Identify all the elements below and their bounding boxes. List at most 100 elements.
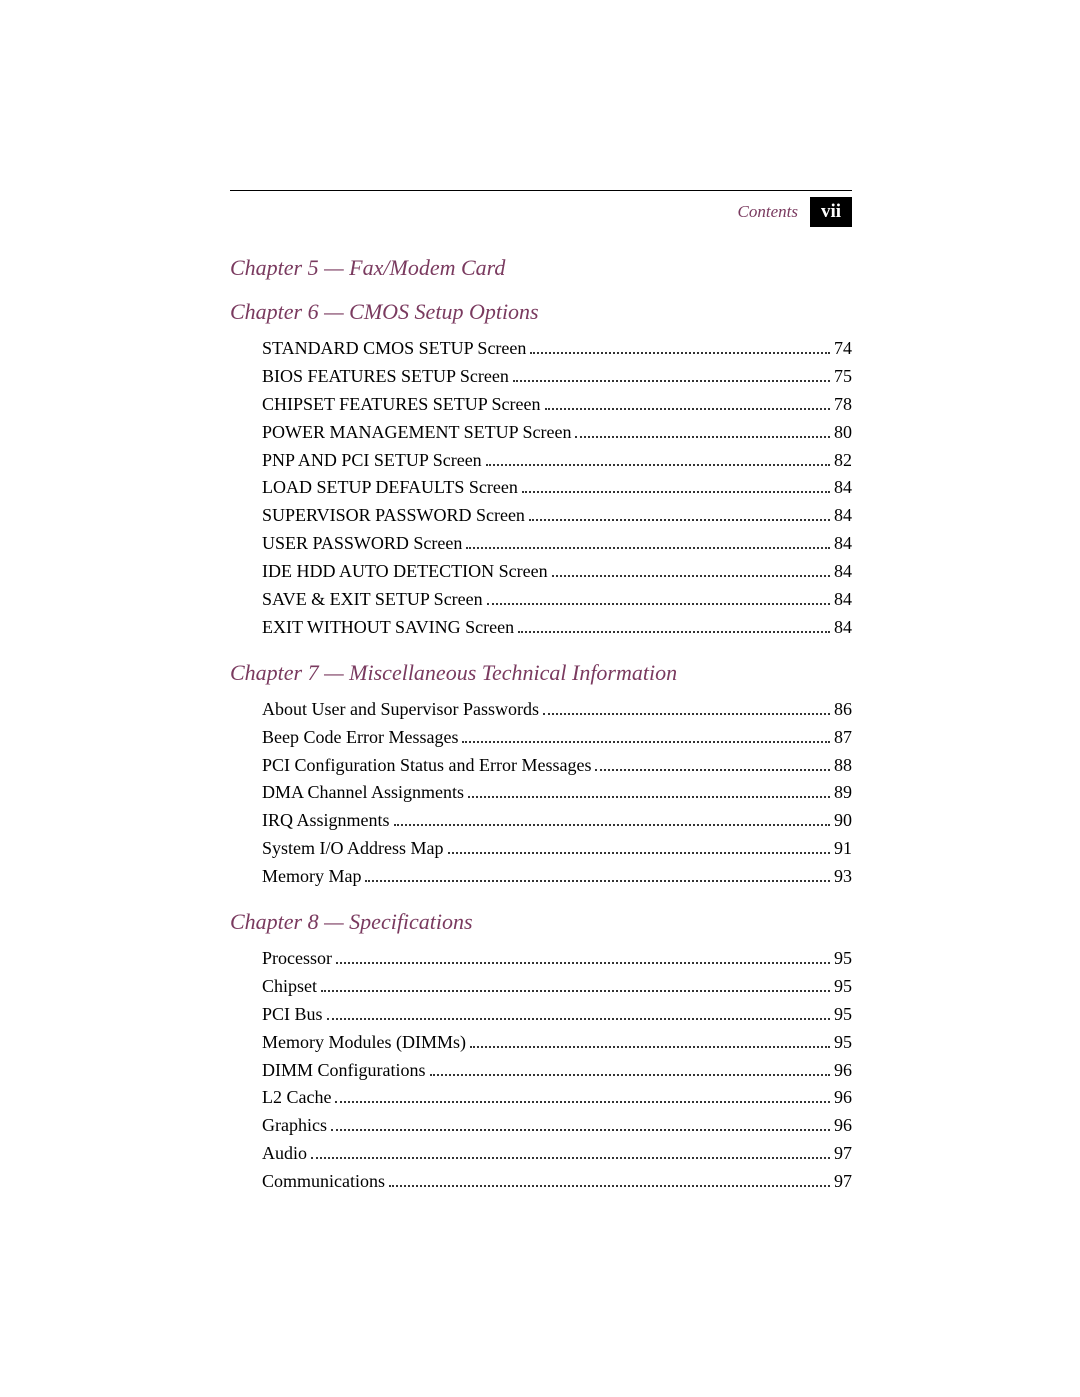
toc-entry-page: 95: [834, 973, 852, 1001]
contents-label: Contents: [738, 202, 798, 222]
toc-entry-label: Memory Modules (DIMMs): [262, 1029, 466, 1057]
toc-leader-dots: [466, 547, 830, 549]
toc-entry-page: 97: [834, 1168, 852, 1196]
page-number-badge: vii: [810, 197, 852, 227]
toc-leader-dots: [513, 380, 830, 382]
toc-entry: DMA Channel Assignments89: [262, 779, 852, 807]
toc-entry-label: About User and Supervisor Passwords: [262, 696, 539, 724]
toc-entry-label: Chipset: [262, 973, 317, 1001]
toc-entry-page: 91: [834, 835, 852, 863]
toc-leader-dots: [522, 491, 830, 493]
toc-entry: EXIT WITHOUT SAVING Screen84: [262, 614, 852, 642]
toc-entry-page: 95: [834, 945, 852, 973]
toc-entry: CHIPSET FEATURES SETUP Screen78: [262, 391, 852, 419]
toc-entry-label: PNP AND PCI SETUP Screen: [262, 447, 482, 475]
toc-entry: USER PASSWORD Screen 84: [262, 530, 852, 558]
toc-entry-label: Memory Map: [262, 863, 361, 891]
toc-entry: Memory Map 93: [262, 863, 852, 891]
toc-entry-page: 96: [834, 1057, 852, 1085]
chapter-title: Chapter 6 — CMOS Setup Options: [230, 299, 852, 325]
toc-entry-label: USER PASSWORD Screen: [262, 530, 462, 558]
toc-entry-label: SAVE & EXIT SETUP Screen: [262, 586, 483, 614]
toc-list: About User and Supervisor Passwords 86 Bee…: [230, 696, 852, 891]
toc-entry-label: LOAD SETUP DEFAULTS Screen: [262, 474, 518, 502]
toc-entry-label: Beep Code Error Messages: [262, 724, 458, 752]
toc-entry: Communications 97: [262, 1168, 852, 1196]
toc-entry-label: Communications: [262, 1168, 385, 1196]
toc-entry: LOAD SETUP DEFAULTS Screen 84: [262, 474, 852, 502]
toc-entry-label: DMA Channel Assignments: [262, 779, 464, 807]
toc-entry-page: 95: [834, 1029, 852, 1057]
toc-entry: Graphics96: [262, 1112, 852, 1140]
toc-entry-label: PCI Configuration Status and Error Messa…: [262, 752, 591, 780]
toc-leader-dots: [543, 713, 830, 715]
toc-entry-page: 84: [834, 530, 852, 558]
toc-entry: SUPERVISOR PASSWORD Screen 84: [262, 502, 852, 530]
toc-entry: PCI Bus95: [262, 1001, 852, 1029]
toc-entry: Chipset 95: [262, 973, 852, 1001]
header-rule: [230, 190, 852, 191]
toc-entry: IDE HDD AUTO DETECTION Screen 84: [262, 558, 852, 586]
toc-leader-dots: [448, 852, 831, 854]
toc-entry: Audio97: [262, 1140, 852, 1168]
toc-entry-label: STANDARD CMOS SETUP Screen: [262, 335, 526, 363]
toc-entry: STANDARD CMOS SETUP Screen 74: [262, 335, 852, 363]
toc-entry-label: IDE HDD AUTO DETECTION Screen: [262, 558, 548, 586]
toc-list: STANDARD CMOS SETUP Screen74BIOS FEATURE…: [230, 335, 852, 642]
toc-entry: SAVE & EXIT SETUP Screen 84: [262, 586, 852, 614]
toc-leader-dots: [430, 1074, 831, 1076]
toc-entry-label: L2 Cache: [262, 1084, 331, 1112]
chapter-title: Chapter 8 — Specifications: [230, 909, 852, 935]
toc-entry-page: 84: [834, 502, 852, 530]
toc-entry-label: DIMM Configurations: [262, 1057, 426, 1085]
toc-entry-page: 93: [834, 863, 852, 891]
toc-entry-page: 84: [834, 586, 852, 614]
toc-entry-label: CHIPSET FEATURES SETUP Screen: [262, 391, 541, 419]
toc-leader-dots: [321, 990, 830, 992]
toc-entry: BIOS FEATURES SETUP Screen 75: [262, 363, 852, 391]
toc-leader-dots: [462, 741, 830, 743]
page-content: Contents vii Chapter 5 — Fax/Modem CardC…: [230, 190, 852, 1196]
toc-entry-page: 84: [834, 558, 852, 586]
toc-body: Chapter 5 — Fax/Modem CardChapter 6 — CM…: [230, 255, 852, 1196]
toc-entry: About User and Supervisor Passwords 86: [262, 696, 852, 724]
toc-entry-page: 87: [834, 724, 852, 752]
toc-entry-label: Graphics: [262, 1112, 327, 1140]
toc-entry-label: IRQ Assignments: [262, 807, 390, 835]
toc-entry: L2 Cache 96: [262, 1084, 852, 1112]
toc-entry-label: POWER MANAGEMENT SETUP Screen: [262, 419, 571, 447]
toc-entry-page: 84: [834, 614, 852, 642]
toc-entry: Memory Modules (DIMMs) 95: [262, 1029, 852, 1057]
toc-entry-page: 95: [834, 1001, 852, 1029]
toc-leader-dots: [331, 1129, 830, 1131]
toc-leader-dots: [470, 1046, 830, 1048]
toc-entry: DIMM Configurations 96: [262, 1057, 852, 1085]
toc-entry-label: SUPERVISOR PASSWORD Screen: [262, 502, 525, 530]
toc-entry-page: 96: [834, 1084, 852, 1112]
toc-leader-dots: [487, 603, 830, 605]
toc-entry: PCI Configuration Status and Error Messa…: [262, 752, 852, 780]
toc-leader-dots: [530, 352, 830, 354]
toc-leader-dots: [336, 962, 830, 964]
toc-entry-page: 86: [834, 696, 852, 724]
toc-entry-page: 88: [834, 752, 852, 780]
toc-leader-dots: [468, 796, 830, 798]
toc-entry-label: BIOS FEATURES SETUP Screen: [262, 363, 509, 391]
toc-entry: System I/O Address Map 91: [262, 835, 852, 863]
toc-entry: IRQ Assignments 90: [262, 807, 852, 835]
toc-leader-dots: [365, 880, 830, 882]
toc-entry-page: 97: [834, 1140, 852, 1168]
toc-entry-label: System I/O Address Map: [262, 835, 444, 863]
toc-leader-dots: [545, 408, 830, 410]
toc-entry-page: 84: [834, 474, 852, 502]
toc-leader-dots: [389, 1185, 830, 1187]
toc-entry-label: Processor: [262, 945, 332, 973]
toc-entry-page: 90: [834, 807, 852, 835]
toc-entry-page: 74: [834, 335, 852, 363]
toc-leader-dots: [529, 519, 830, 521]
toc-entry-page: 75: [834, 363, 852, 391]
toc-leader-dots: [575, 436, 830, 438]
toc-entry: POWER MANAGEMENT SETUP Screen80: [262, 419, 852, 447]
toc-leader-dots: [486, 464, 830, 466]
toc-leader-dots: [327, 1018, 830, 1020]
